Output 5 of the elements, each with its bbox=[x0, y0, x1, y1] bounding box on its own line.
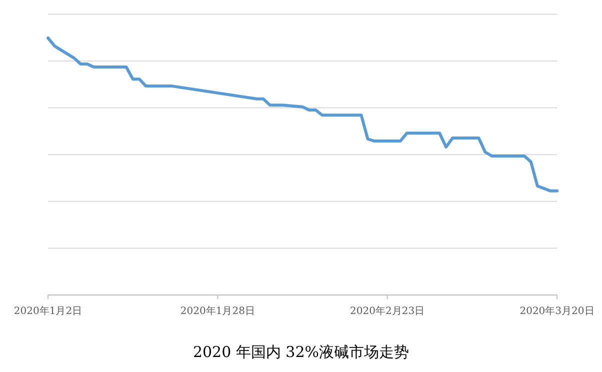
x-tick-label: 2020年2月23日 bbox=[350, 305, 425, 317]
x-tick-label: 2020年1月2日 bbox=[14, 305, 82, 317]
text: 2020 年国内 32%液碱市场走势 bbox=[192, 343, 410, 361]
x-tick-label: 2020年3月20日 bbox=[520, 305, 594, 317]
x-tick-label: 2020年1月28日 bbox=[180, 305, 255, 317]
